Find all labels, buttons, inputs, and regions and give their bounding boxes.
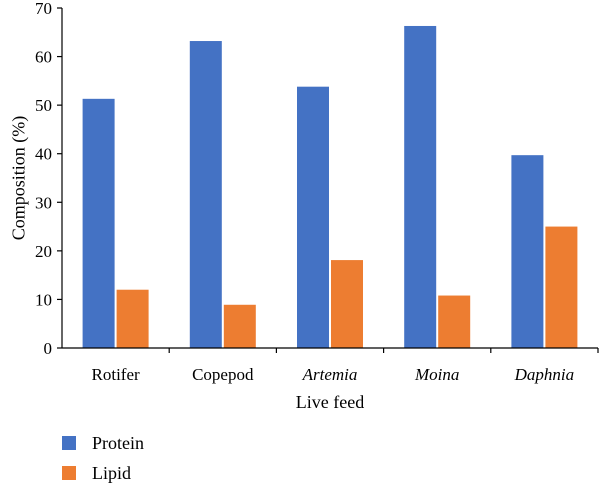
legend: Protein Lipid <box>62 428 144 488</box>
x-axis-tick-labels: Rotifer Copepod Artemia Moina Daphnia <box>92 348 599 384</box>
y-tick-label: 30 <box>35 193 52 212</box>
legend-item-lipid: Lipid <box>62 458 144 488</box>
legend-label-lipid: Lipid <box>92 462 131 483</box>
x-tick-label: Daphnia <box>514 365 575 384</box>
y-tick-label: 20 <box>35 242 52 261</box>
bar-lipid-rotifer <box>116 289 149 348</box>
legend-item-protein: Protein <box>62 428 144 458</box>
legend-swatch-lipid <box>62 466 76 480</box>
bar-lipid-copepod <box>223 304 256 348</box>
legend-swatch-protein <box>62 436 76 450</box>
bar-protein-artemia <box>297 86 329 348</box>
legend-label-protein: Protein <box>92 432 144 453</box>
bar-protein-moina <box>404 25 437 348</box>
y-axis-ticks: 0 10 20 30 40 50 60 70 <box>35 0 62 358</box>
x-axis-title: Live feed <box>296 392 364 412</box>
y-tick-label: 70 <box>35 0 52 18</box>
x-tick-label: Copepod <box>192 365 254 384</box>
x-tick-label: Moina <box>414 365 459 384</box>
bar-protein-rotifer <box>82 98 115 348</box>
bar-protein-daphnia <box>511 155 544 348</box>
y-tick-label: 10 <box>35 290 52 309</box>
y-tick-label: 0 <box>44 339 53 358</box>
bar-lipid-moina <box>438 295 471 348</box>
y-axis-title: Composition (%) <box>8 116 29 241</box>
bar-protein-copepod <box>189 41 222 349</box>
y-tick-label: 50 <box>35 96 52 115</box>
y-tick-label: 40 <box>35 145 52 164</box>
bar-lipid-daphnia <box>545 226 578 348</box>
bars <box>82 25 578 349</box>
x-tick-label: Artemia <box>302 365 358 384</box>
y-tick-label: 60 <box>35 48 52 67</box>
x-tick-label: Rotifer <box>92 365 140 384</box>
bar-lipid-artemia <box>331 260 363 348</box>
